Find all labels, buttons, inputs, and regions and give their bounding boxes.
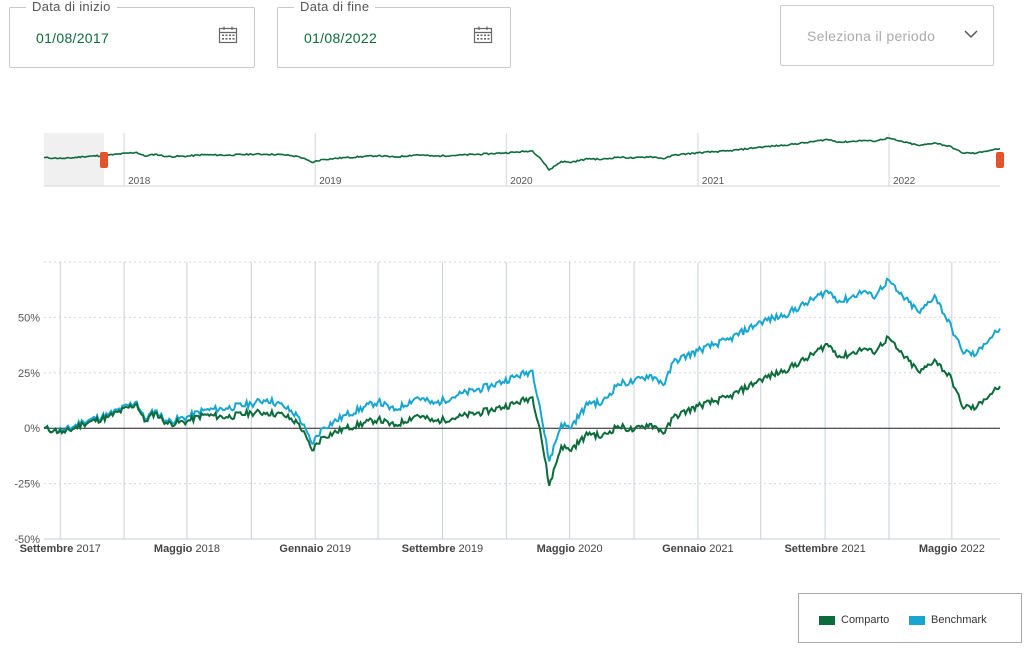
legend-item-benchmark[interactable]: Benchmark [909,614,987,626]
period-select-placeholder: Seleziona il periodo [807,28,936,44]
calendar-icon[interactable] [218,25,238,45]
navigator-selected-area [44,133,104,186]
series-line-benchmark [43,277,1001,462]
legend-item-comparto[interactable]: Comparto [819,614,889,626]
chart-legend: Comparto Benchmark [798,593,1022,643]
end-date-field[interactable]: Data di fine 01/08/2022 [277,0,511,68]
start-date-value[interactable]: 01/08/2017 [36,30,110,46]
legend-swatch-benchmark [909,615,925,625]
navigator-left-handle[interactable] [100,152,108,168]
navigator-year-label: 2019 [319,176,342,187]
legend-label-benchmark: Benchmark [931,614,987,626]
series-line-comparto [43,335,1001,487]
navigator-series-line [43,136,1001,172]
navigator-year-label: 2021 [702,176,725,187]
calendar-icon[interactable] [473,25,493,45]
x-tick-label: Maggio 2018 [154,543,220,555]
y-tick-label: 25% [18,368,40,380]
navigator-year-label: 2018 [128,176,151,187]
end-date-value[interactable]: 01/08/2022 [304,30,378,46]
legend-swatch-comparto [819,615,835,625]
period-select[interactable]: Seleziona il periodo [780,5,994,66]
x-tick-label: Settembre 2019 [402,543,483,555]
chevron-down-icon[interactable] [963,28,979,40]
x-tick-label: Gennaio 2019 [279,543,351,555]
x-tick-label: Settembre 2017 [20,543,101,555]
x-tick-label: Maggio 2020 [537,543,603,555]
x-tick-label: Maggio 2022 [919,543,985,555]
performance-chart: -50% -25% 0% 25% 50% Settembre 2017 Maggio 20… [14,261,1001,555]
y-tick-label: -50% [14,534,40,546]
x-tick-label: Settembre 2021 [784,543,865,555]
navigator-year-label: 2022 [893,176,916,187]
navigator-right-handle[interactable] [996,152,1004,168]
y-tick-label: -25% [14,479,40,491]
y-tick-label: 50% [18,312,40,324]
legend-label-comparto: Comparto [841,614,890,626]
x-tick-label: Gennaio 2021 [662,543,734,555]
y-tick-label: 0% [24,423,40,435]
navigator-year-label: 2020 [510,176,533,187]
end-date-label: Data di fine [294,0,376,15]
start-date-label: Data di inizio [26,0,117,15]
start-date-field[interactable]: Data di inizio 01/08/2017 [9,0,255,68]
range-navigator[interactable]: 2018 2019 2020 2021 2022 [0,0,1024,200]
